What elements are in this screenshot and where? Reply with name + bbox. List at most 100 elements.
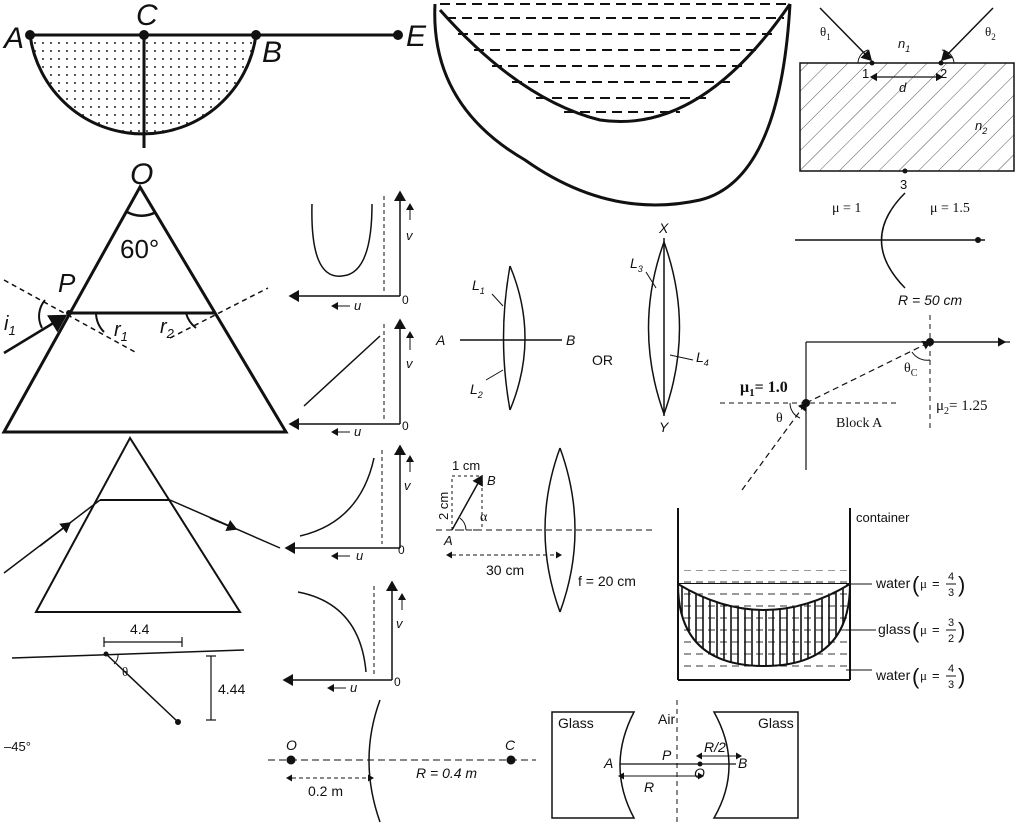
label-block-A: Block A <box>836 416 883 431</box>
label-glass-left: Glass <box>558 715 594 731</box>
svg-text:3: 3 <box>948 587 954 599</box>
label-A-obj: A <box>443 533 453 548</box>
svg-text:water: water <box>875 667 911 683</box>
label-L3: L3 <box>630 255 643 274</box>
label-origin: 0 <box>398 543 405 557</box>
label-glass: glass ( μ = 3 2 ) <box>878 617 965 645</box>
svg-text:glass: glass <box>878 621 911 637</box>
label-C: C <box>136 0 158 32</box>
label-thetaC: θC <box>904 361 918 379</box>
label-theta1: θ1 <box>820 24 831 42</box>
slab-diagram: θ1 θ2 n1 n2 1 2 d 3 <box>799 7 1015 192</box>
label-B-obj: B <box>487 473 496 488</box>
svg-text:μ: μ <box>920 622 927 637</box>
label-or: OR <box>592 352 613 368</box>
label-i1: i1 <box>4 313 16 338</box>
label-radius: R = 50 cm <box>898 292 963 308</box>
label-apex-angle: 60° <box>120 234 159 264</box>
label-width: 4.4 <box>130 621 150 637</box>
label-glass-right: Glass <box>758 715 794 731</box>
label-r2: r2 <box>160 316 175 341</box>
label-R2-ga: R/2 <box>704 739 726 755</box>
label-A-ga: A <box>603 755 613 771</box>
svg-text:4: 4 <box>948 571 954 583</box>
svg-text:(: ( <box>912 618 920 643</box>
label-v: v <box>396 616 404 631</box>
bowl-liquid-diagram <box>433 3 792 207</box>
label-30cm: 30 cm <box>486 562 524 578</box>
svg-text:water: water <box>875 575 911 591</box>
label-E: E <box>406 20 427 53</box>
label-origin: 0 <box>402 293 409 307</box>
label-air: Air <box>658 711 675 727</box>
container-diagram: container water ( μ = 4 3 ) glass ( μ = … <box>676 508 965 691</box>
label-r1: r1 <box>114 319 128 344</box>
label-P: P <box>58 268 76 298</box>
svg-text:(: ( <box>912 664 920 689</box>
label-Y: Y <box>659 419 670 435</box>
label-L4: L4 <box>696 349 709 368</box>
label-R-mirror: R = 0.4 m <box>416 765 477 781</box>
label-2cm: 2 cm <box>436 492 451 520</box>
svg-text:3: 3 <box>948 679 954 691</box>
label-C-mirror: C <box>505 737 516 753</box>
label-container: container <box>856 510 910 525</box>
label-f: f = 20 cm <box>578 573 636 589</box>
svg-text:): ) <box>958 664 965 689</box>
lens-combination-diagram: A B L1 L2 OR X Y L3 L4 <box>435 220 709 435</box>
label-v: v <box>404 478 412 493</box>
label-X: X <box>658 220 669 236</box>
prism-ray-diagram <box>3 436 281 613</box>
svg-text:=: = <box>932 576 940 591</box>
label-theta-dev: θ <box>122 664 128 679</box>
label-mu1-block: μ1= 1.0 <box>740 379 788 399</box>
label-neg45: –45° <box>4 739 31 754</box>
deviation-diagram: 4.4 4.44 θ –45° <box>4 621 245 754</box>
svg-text:3: 3 <box>948 617 954 629</box>
hemisphere-diagram: A C B E O <box>2 0 427 191</box>
label-mu2: μ = 1.5 <box>930 201 970 216</box>
label-n1: n1 <box>898 36 910 54</box>
label-n2: n2 <box>975 118 987 136</box>
label-origin: 0 <box>402 419 409 433</box>
svg-text:4: 4 <box>948 663 954 675</box>
label-alpha: α <box>480 510 488 525</box>
label-u: u <box>354 298 361 313</box>
label-u: u <box>356 548 363 563</box>
label-point-2: 2 <box>940 66 947 81</box>
label-L1: L1 <box>472 277 485 296</box>
label-origin: 0 <box>394 675 401 689</box>
block-tir-diagram: μ1= 1.0 μ2= 1.25 θC θ Block A <box>720 315 1010 491</box>
svg-text:): ) <box>958 572 965 597</box>
label-mu1: μ = 1 <box>832 201 861 216</box>
label-point-1: 1 <box>862 66 869 81</box>
svg-text:=: = <box>932 668 940 683</box>
label-A: A <box>2 22 24 55</box>
label-0.2m: 0.2 m <box>308 783 343 799</box>
spherical-surface-diagram: μ = 1 μ = 1.5 R = 50 cm <box>795 192 985 308</box>
label-A-lens: A <box>435 332 445 348</box>
label-v: v <box>406 356 414 371</box>
svg-text:=: = <box>932 622 940 637</box>
svg-text:μ: μ <box>920 576 927 591</box>
label-P-ga: P <box>662 747 672 763</box>
label-B-ga: B <box>738 755 747 771</box>
label-1cm: 1 cm <box>452 458 480 473</box>
label-theta-block: θ <box>776 411 783 426</box>
uv-graph-1: v u 0 <box>288 190 414 313</box>
label-v: v <box>406 228 414 243</box>
label-theta2: θ2 <box>985 24 996 42</box>
label-u: u <box>354 424 361 439</box>
label-height: 4.44 <box>218 681 245 697</box>
label-L2: L2 <box>470 381 483 400</box>
label-water-bottom: water ( μ = 4 3 ) <box>875 663 965 691</box>
object-lens-diagram: 1 cm 2 cm B A α 30 cm f = 20 cm <box>436 447 656 613</box>
label-d: d <box>899 80 907 95</box>
glass-air-diagram: Glass Air Glass A P O B R R/2 <box>551 700 799 826</box>
label-water-top: water ( μ = 4 3 ) <box>875 571 965 599</box>
uv-graph-2: v u 0 <box>288 318 414 439</box>
label-u: u <box>350 680 357 695</box>
label-B: B <box>262 36 282 69</box>
label-O-mirror: O <box>286 737 297 753</box>
